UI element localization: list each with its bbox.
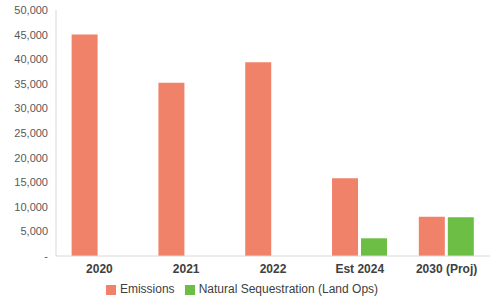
svg-text:25,000: 25,000 — [14, 127, 48, 139]
svg-text:2030 (Proj): 2030 (Proj) — [416, 262, 477, 276]
svg-text:35,000: 35,000 — [14, 78, 48, 90]
svg-text:50,000: 50,000 — [14, 4, 48, 16]
html-text:Natural Sequestration (Land Op: Natural Sequestration (Land Ops) — [198, 282, 379, 296]
svg-text:20,000: 20,000 — [14, 152, 48, 164]
svg-text:40,000: 40,000 — [14, 53, 48, 65]
svg-text:Est 2024: Est 2024 — [335, 262, 384, 276]
svg-text:2021: 2021 — [173, 262, 200, 276]
svg-text:30,000: 30,000 — [14, 102, 48, 114]
svg-text:10,000: 10,000 — [14, 201, 48, 213]
svg-text:-: - — [44, 250, 48, 262]
svg-text:5,000: 5,000 — [20, 225, 48, 237]
html-text:Emissions: Emissions — [119, 282, 175, 296]
svg-text:45,000: 45,000 — [14, 29, 48, 41]
svg-text:15,000: 15,000 — [14, 176, 48, 188]
svg-text:2022: 2022 — [260, 262, 287, 276]
svg-text:2020: 2020 — [86, 262, 113, 276]
